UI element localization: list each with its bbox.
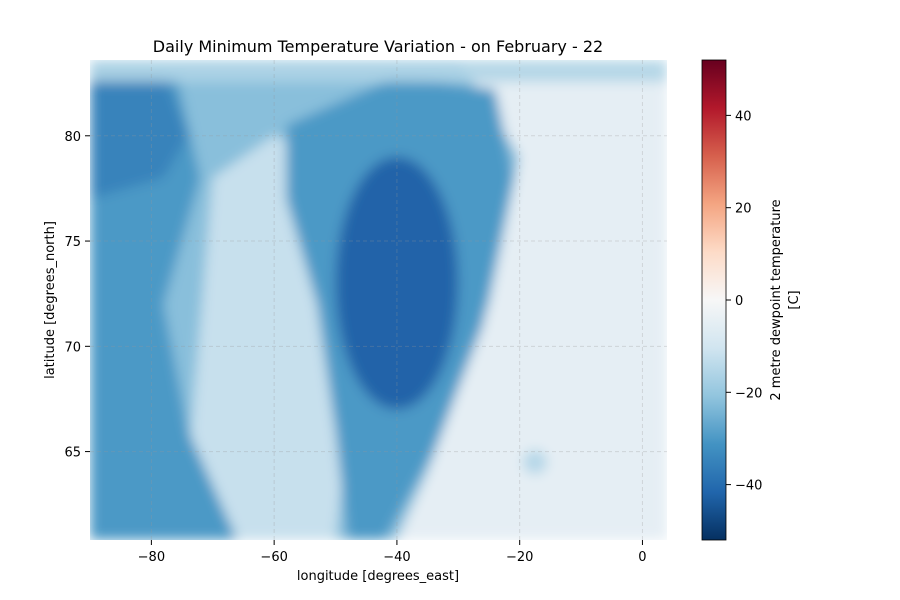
colorbar-label-line2: [C]: [787, 290, 802, 309]
grid-lines: [90, 60, 667, 540]
colorbar-label-line1: 2 metre dewpoint temperature: [769, 199, 784, 400]
y-axis-label: latitude [degrees_north]: [43, 221, 58, 379]
colorbar: −40 −20 0 20 40 2 metre dewpoint temperature…: [701, 59, 802, 541]
field-iceland: [523, 450, 548, 475]
x-tick-label: −60: [260, 550, 287, 565]
colorbar-tick-label: 20: [735, 202, 752, 217]
y-tick-label: 65: [64, 446, 81, 461]
field-interior-min: [335, 156, 459, 410]
field-northwest: [90, 72, 189, 199]
y-tick-label: 75: [64, 235, 81, 250]
heatmap-field: [90, 60, 667, 540]
colorbar-tick-label: −20: [735, 386, 762, 401]
x-tick-label: −80: [138, 550, 165, 565]
field-baffin: [90, 72, 238, 540]
x-axis: −80 −60 −40 −20 0: [138, 540, 647, 565]
x-tick-label: 0: [638, 550, 646, 565]
y-axis: 65 70 75 80: [64, 130, 90, 461]
x-tick-label: −20: [506, 550, 533, 565]
colorbar-tick-label: 40: [735, 109, 752, 124]
colorbar-tick-label: 0: [735, 294, 743, 309]
colorbar-tick-label: −40: [735, 479, 762, 494]
chart-title: Daily Minimum Temperature Variation - on…: [153, 37, 603, 56]
colorbar-gradient: [701, 59, 727, 541]
colorbar-ticks: −40 −20 0 20 40: [726, 109, 762, 494]
y-tick-label: 70: [64, 340, 81, 355]
y-tick-label: 80: [64, 130, 81, 145]
field-top-ocean: [90, 60, 667, 82]
x-tick-label: −40: [383, 550, 410, 565]
x-axis-label: longitude [degrees_east]: [297, 569, 459, 584]
